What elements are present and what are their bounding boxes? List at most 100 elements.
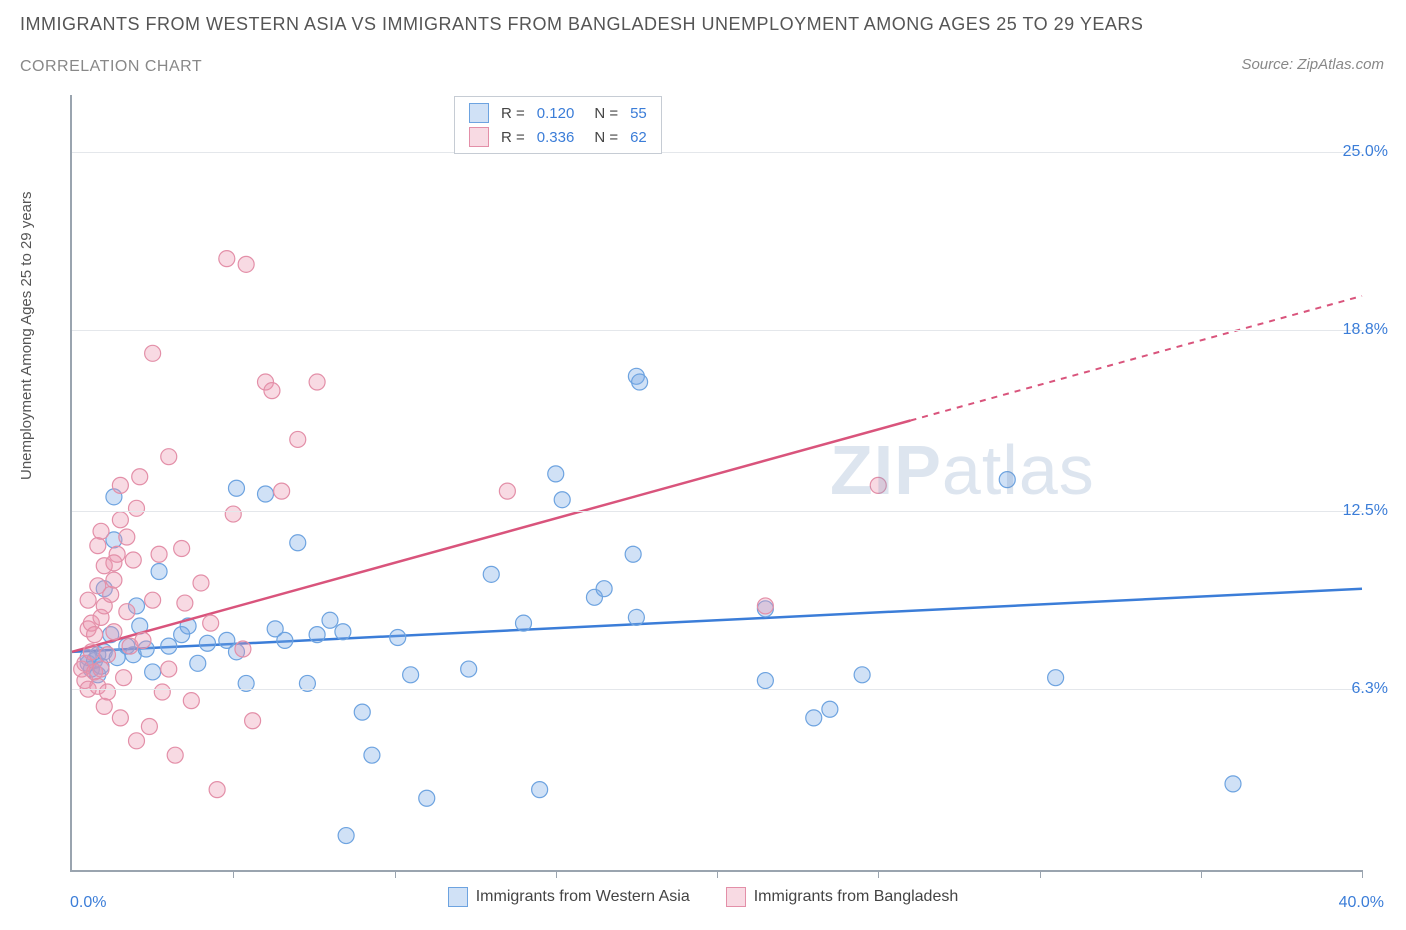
data-point	[119, 604, 135, 620]
data-point	[548, 466, 564, 482]
data-point	[274, 483, 290, 499]
data-point	[83, 644, 99, 660]
y-axis-label: Unemployment Among Ages 25 to 29 years	[18, 191, 35, 480]
data-point	[309, 374, 325, 390]
data-point	[183, 693, 199, 709]
data-point	[390, 630, 406, 646]
data-point	[258, 486, 274, 502]
data-point	[119, 529, 135, 545]
data-point	[199, 635, 215, 651]
data-point	[87, 627, 103, 643]
x-tick	[395, 870, 396, 878]
chart-svg	[72, 95, 1362, 870]
data-point	[161, 638, 177, 654]
x-tick	[878, 870, 879, 878]
data-point	[106, 555, 122, 571]
data-point	[161, 661, 177, 677]
r-label: R =	[501, 129, 525, 146]
data-point	[264, 383, 280, 399]
data-point	[167, 747, 183, 763]
data-point	[461, 661, 477, 677]
data-point	[132, 469, 148, 485]
data-point	[203, 615, 219, 631]
data-point	[103, 586, 119, 602]
legend-item-bangladesh: Immigrants from Bangladesh	[726, 887, 959, 907]
swatch-icon	[469, 103, 489, 123]
source-credit: Source: ZipAtlas.com	[1241, 56, 1384, 73]
data-point	[174, 541, 190, 557]
x-max-label: 40.0%	[1339, 894, 1384, 912]
plot-area	[70, 95, 1362, 872]
data-point	[135, 632, 151, 648]
data-point	[116, 670, 132, 686]
x-tick	[1040, 870, 1041, 878]
data-point	[145, 345, 161, 361]
swatch-icon	[448, 887, 468, 907]
correlation-legend: R = 0.120 N = 55 R =0.336N =62	[454, 96, 662, 154]
gridline	[72, 689, 1362, 690]
data-point	[238, 256, 254, 272]
legend-label: Immigrants from Bangladesh	[754, 888, 959, 906]
y-tick-label: 18.8%	[1343, 321, 1388, 339]
data-point	[870, 477, 886, 493]
data-point	[290, 535, 306, 551]
data-point	[177, 595, 193, 611]
swatch-icon	[469, 127, 489, 147]
data-point	[806, 710, 822, 726]
data-point	[822, 701, 838, 717]
r-value: 0.120	[537, 105, 575, 122]
data-point	[628, 609, 644, 625]
data-point	[80, 592, 96, 608]
data-point	[190, 655, 206, 671]
data-point	[632, 374, 648, 390]
x-min-label: 0.0%	[70, 894, 106, 912]
swatch-icon	[726, 887, 746, 907]
n-label: N =	[594, 105, 618, 122]
n-value: 55	[630, 105, 647, 122]
series-legend: Immigrants from Western Asia Immigrants f…	[0, 887, 1406, 912]
legend-row-bangladesh: R =0.336N =62	[455, 125, 661, 149]
data-point	[93, 661, 109, 677]
data-point	[757, 598, 773, 614]
data-point	[354, 704, 370, 720]
n-value: 62	[630, 129, 647, 146]
data-point	[219, 251, 235, 267]
data-point	[151, 546, 167, 562]
chart-subtitle: CORRELATION CHART	[20, 58, 202, 76]
data-point	[145, 592, 161, 608]
data-point	[245, 713, 261, 729]
data-point	[309, 627, 325, 643]
data-point	[154, 684, 170, 700]
data-point	[1048, 670, 1064, 686]
data-point	[335, 624, 351, 640]
y-tick-label: 6.3%	[1352, 680, 1388, 698]
data-point	[106, 624, 122, 640]
data-point	[757, 673, 773, 689]
data-point	[209, 782, 225, 798]
data-point	[161, 449, 177, 465]
legend-row-western_asia: R =0.120N =55	[455, 101, 661, 125]
data-point	[99, 647, 115, 663]
legend-item-western_asia: Immigrants from Western Asia	[448, 887, 690, 907]
data-point	[419, 790, 435, 806]
data-point	[338, 828, 354, 844]
data-point	[225, 506, 241, 522]
data-point	[112, 710, 128, 726]
data-point	[364, 747, 380, 763]
data-point	[499, 483, 515, 499]
data-point	[235, 641, 251, 657]
gridline	[72, 330, 1362, 331]
gridline	[72, 511, 1362, 512]
data-point	[93, 523, 109, 539]
data-point	[1225, 776, 1241, 792]
data-point	[145, 664, 161, 680]
data-point	[106, 572, 122, 588]
x-tick	[556, 870, 557, 878]
data-point	[112, 512, 128, 528]
data-point	[625, 546, 641, 562]
data-point	[129, 733, 145, 749]
y-tick-label: 12.5%	[1343, 502, 1388, 520]
data-point	[516, 615, 532, 631]
data-point	[854, 667, 870, 683]
data-point	[141, 718, 157, 734]
